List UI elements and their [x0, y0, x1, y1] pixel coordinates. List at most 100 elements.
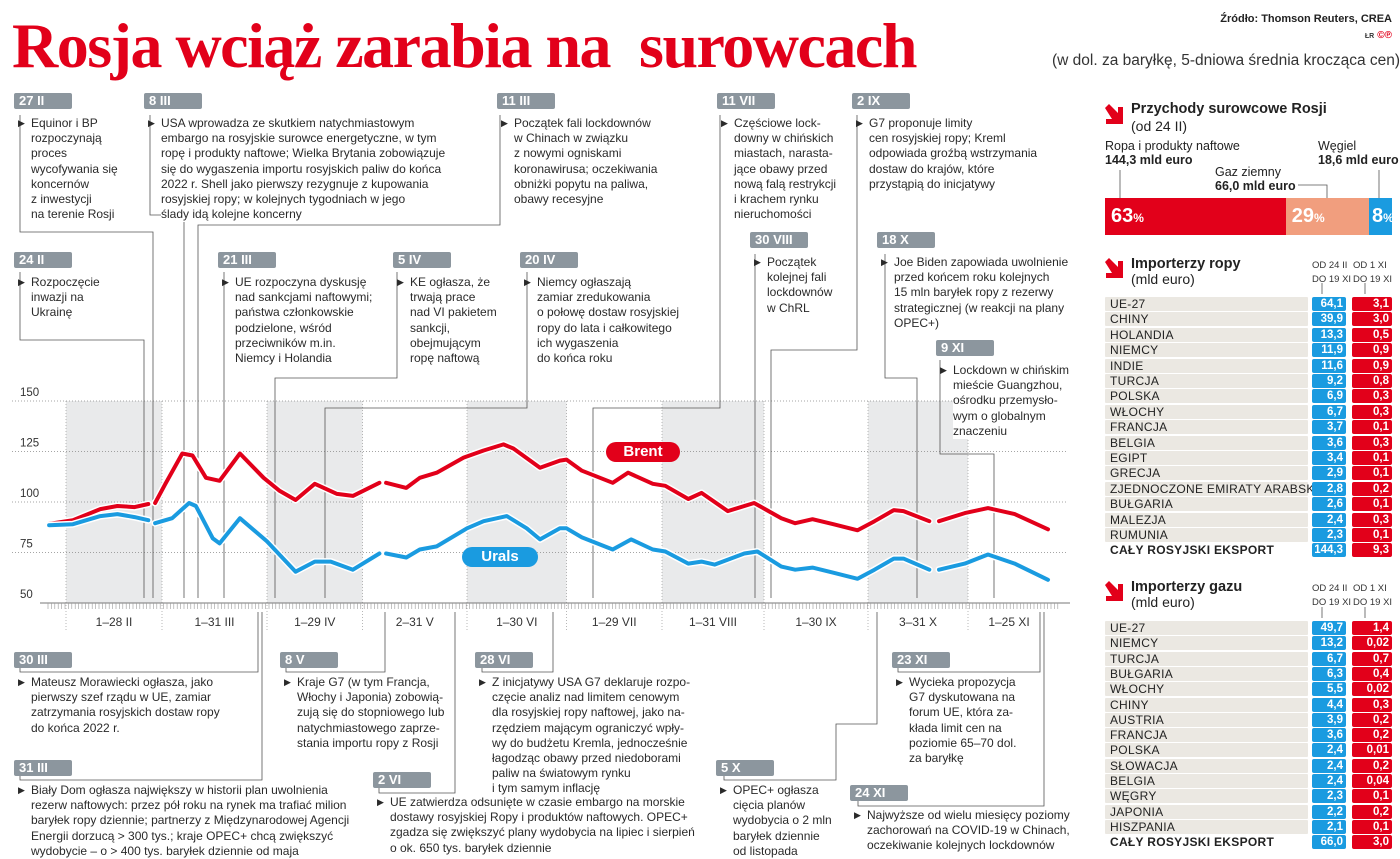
country-name: GRECJA — [1105, 466, 1308, 481]
table-row: TURCJA 6,7 0,7 — [1105, 651, 1392, 666]
table-row: UE-27 49,7 1,4 — [1105, 621, 1392, 635]
value-since-24-feb: 6,3 — [1312, 666, 1346, 681]
x-month-label: 2–31 V — [396, 615, 434, 629]
country-name: TURCJA — [1105, 651, 1308, 666]
country-name: SŁOWACJA — [1105, 758, 1308, 773]
revenue-bar-segment: 8% — [1369, 198, 1394, 235]
table-row: FRANCJA 3,6 0,2 — [1105, 728, 1392, 743]
country-name: TURCJA — [1105, 374, 1308, 388]
country-name: UE-27 — [1105, 621, 1308, 635]
value-since-24-feb: 6,7 — [1312, 404, 1346, 419]
value-since-1-nov: 0,1 — [1352, 497, 1392, 512]
oil-col-a-header: OD 24 II DO 19 XI — [1312, 260, 1352, 285]
table-row: BELGIA 2,4 0,04 — [1105, 774, 1392, 788]
leader-line — [939, 360, 995, 598]
country-name: BUŁGARIA — [1105, 497, 1308, 512]
series-line-brent — [937, 506, 1050, 532]
gas-revenue-label: Gaz ziemny 66,0 mld euro — [1215, 165, 1296, 193]
event-date-tag: 11 VII — [717, 93, 775, 109]
value-since-1-nov: 0,2 — [1352, 481, 1392, 496]
leader-line — [378, 612, 456, 794]
leader-line — [285, 612, 386, 673]
country-name: ZJEDNOCZONE EMIRATY ARABSKIE — [1105, 481, 1326, 496]
event-date-tag: 20 IV — [520, 252, 578, 268]
value-since-1-nov: 0,3 — [1352, 512, 1392, 527]
country-name: WĘGRY — [1105, 789, 1308, 804]
leader-line — [19, 612, 259, 673]
value-since-24-feb: 2,3 — [1312, 789, 1346, 804]
value-since-1-nov: 0,8 — [1352, 374, 1392, 388]
y-axis-ticks: 150 125 100 75 50 — [20, 387, 39, 601]
event-description: OPEC+ ogłasza cięcia planów wydobycia o … — [720, 783, 832, 859]
value-since-24-feb: 11,9 — [1312, 343, 1346, 358]
legend-brent: Brent — [606, 442, 680, 462]
value-since-24-feb: 2,9 — [1312, 466, 1346, 481]
value-since-1-nov: 0,04 — [1352, 774, 1392, 788]
series-line-brent — [153, 451, 382, 505]
table-row: MALEZJA 2,4 0,3 — [1105, 512, 1392, 527]
table-row: CHINY 4,4 0,3 — [1105, 697, 1392, 712]
revenue-bar-segment: 63% — [1105, 198, 1286, 235]
country-name: WŁOCHY — [1105, 682, 1308, 697]
table-row: NIEMCY 11,9 0,9 — [1105, 343, 1392, 358]
value-since-24-feb: 6,7 — [1312, 651, 1346, 666]
country-name: CHINY — [1105, 312, 1308, 327]
table-row: CHINY 39,9 3,0 — [1105, 312, 1392, 327]
value-since-1-nov: 0,1 — [1352, 528, 1392, 542]
leader-line — [19, 272, 145, 598]
revenue-leader-lines — [1119, 170, 1380, 198]
value-since-1-nov: 0,2 — [1352, 728, 1392, 743]
event-description: Najwyższe od wielu miesięcy poziomy zach… — [854, 808, 1070, 854]
country-name: WŁOCHY — [1105, 404, 1308, 419]
event-description: Z inicjatywy USA G7 deklaruje rozpo- czę… — [479, 675, 691, 797]
value-since-1-nov: 0,2 — [1352, 712, 1392, 727]
x-month-label: 1–30 IX — [795, 615, 836, 629]
value-since-24-feb: 2,8 — [1312, 481, 1346, 496]
country-name: FRANCJA — [1105, 420, 1308, 435]
value-since-1-nov: 0,5 — [1352, 327, 1392, 342]
leader-line — [897, 612, 1041, 673]
value-since-1-nov: 0,2 — [1352, 758, 1392, 773]
series-line-urals — [384, 514, 932, 581]
table-row: BELGIA 3,6 0,3 — [1105, 435, 1392, 450]
event-date-tag: 30 VIII — [750, 232, 808, 248]
table-row: HOLANDIA 13,3 0,5 — [1105, 327, 1392, 342]
event-description: Wycieka propozycja G7 dyskutowana na for… — [896, 675, 1017, 767]
table-row: BUŁGARIA 2,6 0,1 — [1105, 497, 1392, 512]
leader-line — [592, 115, 721, 598]
series-line-urals — [153, 501, 382, 574]
value-since-24-feb: 3,6 — [1312, 435, 1346, 450]
leader-line — [770, 115, 858, 598]
country-name: CAŁY ROSYJSKI EKSPORT — [1110, 835, 1275, 850]
country-name: RUMUNIA — [1105, 528, 1308, 542]
value-since-24-feb: 2,6 — [1312, 497, 1346, 512]
gas-col-b-header: OD 1 XI DO 19 XI — [1353, 583, 1393, 608]
event-date-tag: 5 X — [716, 760, 774, 776]
country-name: JAPONIA — [1105, 804, 1308, 819]
value-since-24-feb: 11,6 — [1312, 358, 1346, 373]
country-name: HOLANDIA — [1105, 327, 1308, 342]
value-since-1-nov: 0,1 — [1352, 420, 1392, 435]
y-tick-label: 150 — [20, 387, 39, 399]
country-name: BELGIA — [1105, 435, 1308, 450]
leader-line — [197, 115, 501, 598]
event-date-tag: 2 VI — [373, 772, 431, 788]
value-since-1-nov: 3,1 — [1352, 297, 1392, 311]
leader-line — [481, 612, 554, 673]
revenue-bar-segment: 29% — [1285, 198, 1370, 235]
table-row: CAŁY ROSYJSKI EKSPORT 66,0 3,0 — [1105, 835, 1392, 850]
event-date-tag: 11 III — [497, 93, 555, 109]
value-since-1-nov: 0,1 — [1352, 789, 1392, 804]
value-since-24-feb: 2,1 — [1312, 819, 1346, 834]
event-date-tag: 5 IV — [393, 252, 451, 268]
column-pointer-lines — [1321, 607, 1366, 618]
value-since-24-feb: 66,0 — [1312, 835, 1346, 850]
revenue-subtitle: (od 24 II) — [1131, 118, 1188, 134]
value-since-1-nov: 0,9 — [1352, 358, 1392, 373]
country-name: NIEMCY — [1105, 343, 1308, 358]
event-date-tag: 21 III — [218, 252, 276, 268]
event-description: Początek fali lockdownów w Chinach w zwi… — [501, 116, 658, 208]
table-row: AUSTRIA 3,9 0,2 — [1105, 712, 1392, 727]
arrow-down-right-icon — [1105, 104, 1123, 124]
value-since-1-nov: 0,9 — [1352, 343, 1392, 358]
